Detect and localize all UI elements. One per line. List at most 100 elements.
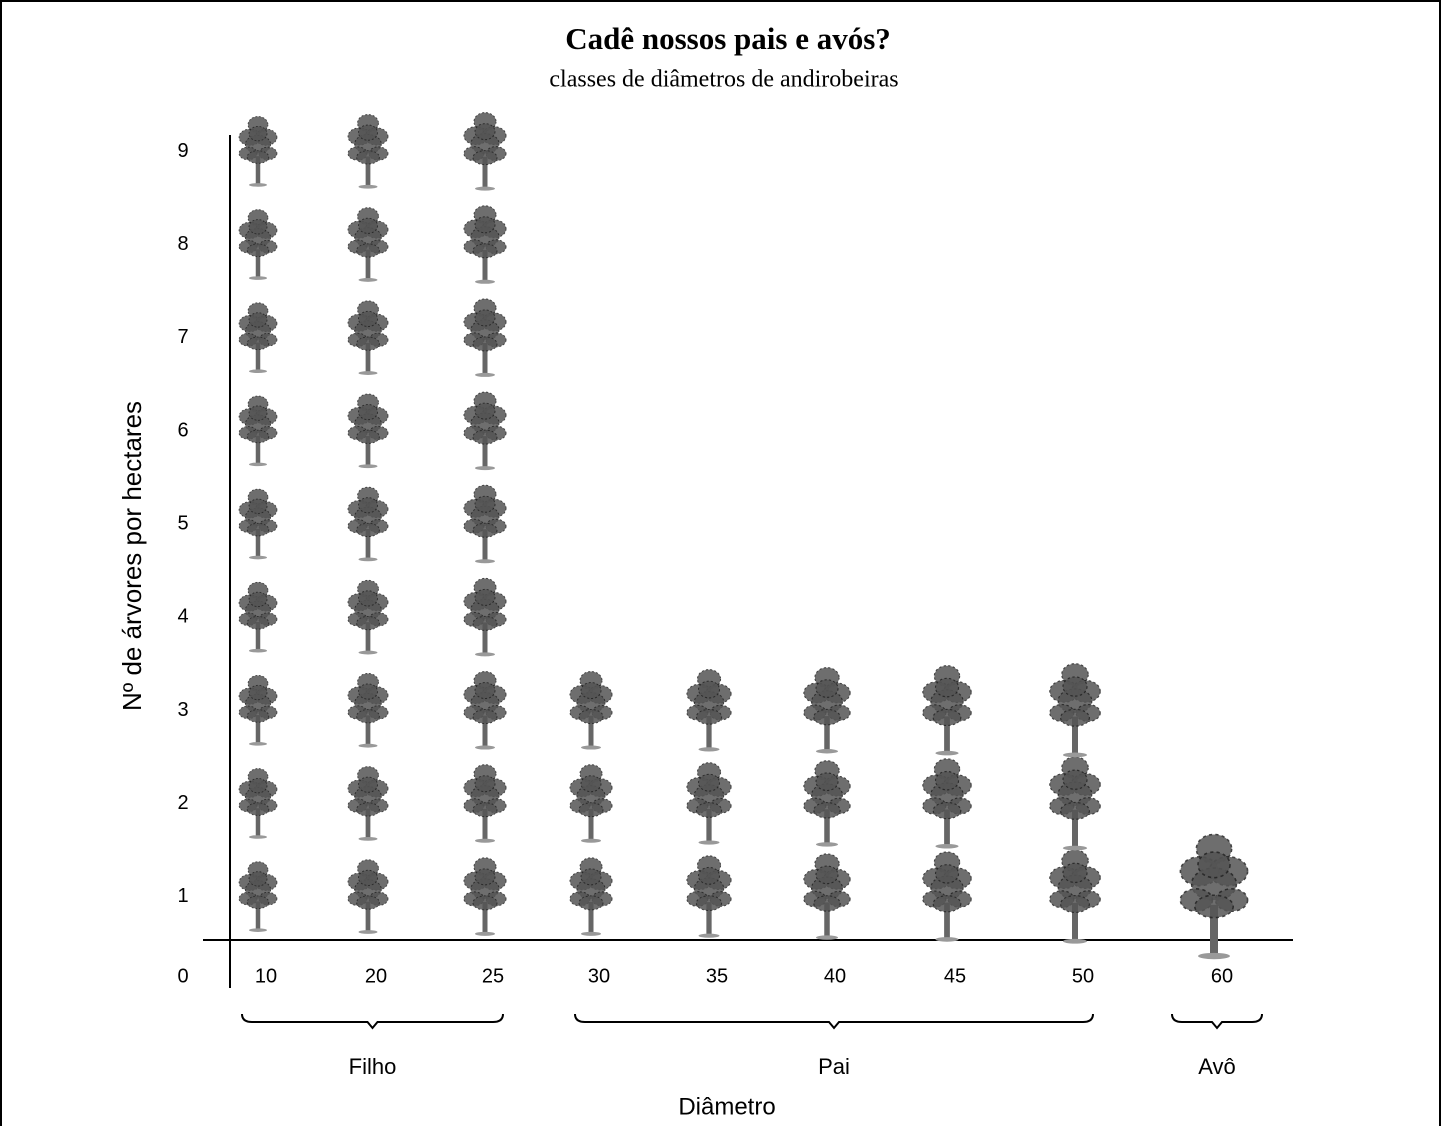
ground: [1063, 938, 1087, 944]
foliage: [358, 497, 378, 514]
foliage: [474, 123, 496, 141]
y-tick-label: 6: [177, 419, 188, 441]
foliage: [356, 336, 380, 351]
foliage: [356, 243, 380, 258]
foliage: [356, 615, 380, 631]
foliage: [932, 895, 962, 913]
foliage: [248, 871, 268, 887]
foliage: [358, 683, 378, 700]
tree: [463, 112, 507, 191]
trunk: [588, 715, 594, 748]
foliage: [358, 124, 378, 141]
ground: [816, 935, 838, 940]
trunk: [255, 621, 261, 651]
x-tick-label: 40: [824, 965, 846, 987]
tree: [463, 671, 507, 750]
foliage: [934, 864, 960, 884]
ground: [816, 842, 838, 847]
ground: [358, 930, 378, 934]
foliage: [248, 591, 268, 608]
y-tick-label: 7: [177, 326, 188, 348]
ground: [358, 371, 378, 375]
tree: [238, 302, 278, 374]
trunk: [255, 715, 261, 744]
trunk: [706, 808, 712, 843]
x-tick-label: 50: [1072, 965, 1094, 987]
trunk: [255, 901, 261, 931]
tree-column: [803, 667, 851, 940]
ground: [1063, 752, 1087, 758]
tree: [238, 861, 278, 932]
tree: [347, 207, 389, 282]
foliage: [697, 680, 721, 699]
tree: [803, 853, 851, 940]
foliage: [815, 679, 839, 698]
trunk: [1210, 904, 1218, 957]
foliage: [1062, 769, 1088, 790]
tree: [347, 393, 389, 469]
foliage: [358, 869, 378, 886]
y-tick-label: 1: [177, 885, 188, 907]
tree: [463, 391, 507, 471]
tree: [463, 484, 507, 564]
foliage: [356, 150, 380, 165]
foliage: [472, 522, 498, 538]
ground: [698, 747, 720, 752]
trunk: [588, 901, 594, 934]
tree: [347, 766, 389, 841]
tree: [238, 395, 278, 467]
tree: [569, 764, 613, 843]
trunk: [824, 809, 830, 845]
tree: [463, 577, 507, 657]
ground: [249, 835, 267, 839]
ground: [249, 462, 267, 467]
tree: [1049, 756, 1101, 851]
foliage: [358, 310, 378, 328]
ground: [249, 742, 267, 746]
tree-column: [1179, 833, 1249, 960]
foliage: [246, 895, 270, 909]
foliage: [358, 404, 378, 421]
ground: [249, 276, 267, 280]
trunk: [706, 902, 712, 936]
ground: [475, 279, 495, 284]
trunk: [365, 156, 371, 187]
foliage: [248, 405, 268, 421]
foliage: [578, 802, 604, 818]
foliage: [815, 865, 839, 885]
trunk: [944, 809, 950, 847]
trunk: [365, 435, 371, 467]
foliage: [358, 590, 378, 607]
foliage: [356, 709, 380, 724]
tree: [922, 665, 972, 756]
trunk: [255, 528, 261, 558]
x-axis-label: Diâmetro: [678, 1093, 775, 1120]
trunk: [824, 902, 830, 938]
foliage: [813, 802, 841, 819]
foliage: [474, 309, 496, 327]
y-tick-label: 8: [177, 233, 188, 255]
foliage: [246, 429, 270, 444]
trunk: [365, 715, 371, 746]
foliage: [356, 429, 380, 444]
ground: [358, 743, 378, 748]
foliage: [474, 868, 496, 886]
foliage: [1197, 851, 1231, 879]
tree: [238, 674, 278, 746]
tree: [569, 857, 613, 936]
tree-column: [686, 669, 732, 938]
foliage: [697, 866, 721, 885]
ground: [358, 184, 378, 189]
ground: [249, 648, 267, 653]
tree: [238, 768, 278, 839]
foliage: [246, 150, 270, 164]
ground: [581, 931, 601, 936]
foliage: [580, 682, 602, 700]
chart-title: Cadê nossos pais e avós?: [565, 21, 891, 56]
foliage: [472, 615, 498, 631]
trunk: [944, 716, 950, 754]
foliage: [472, 150, 498, 166]
trunk: [365, 622, 371, 653]
